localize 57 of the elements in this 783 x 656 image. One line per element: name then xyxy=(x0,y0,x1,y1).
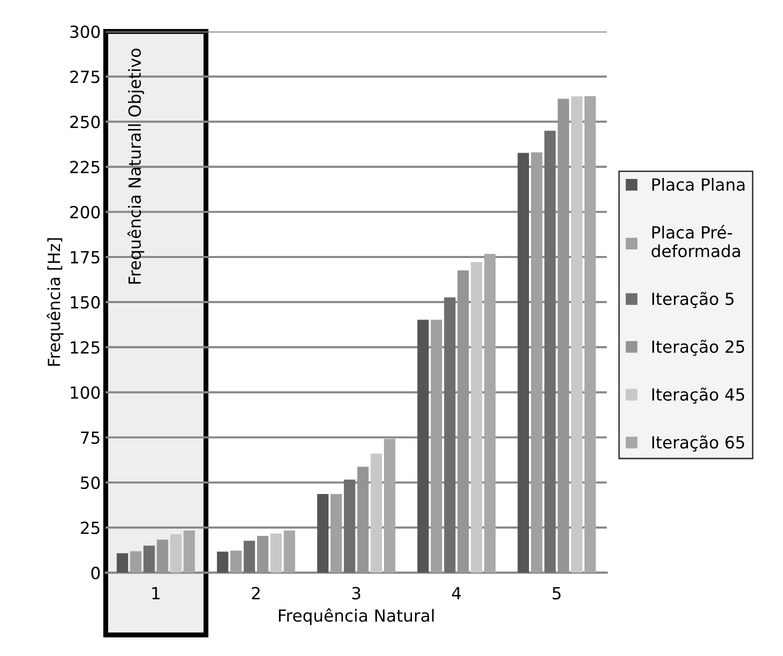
bar xyxy=(384,438,396,573)
legend-label: Placa Pré- deformada xyxy=(652,225,740,258)
y-tick-label: 50 xyxy=(80,476,100,490)
bar xyxy=(584,96,596,573)
y-axis-title: Frequência [Hz] xyxy=(46,238,64,366)
bar xyxy=(156,540,168,573)
bar xyxy=(430,320,442,573)
y-tick-label: 100 xyxy=(70,386,100,399)
y-tick-label: 250 xyxy=(70,116,100,128)
bar xyxy=(284,530,296,573)
y-tick-label: 225 xyxy=(70,160,100,174)
bar xyxy=(116,553,128,573)
legend-label: Iteração 5 xyxy=(652,292,734,308)
band-label: Frequência Naturall Objetivo xyxy=(127,48,144,284)
bar xyxy=(344,480,356,573)
legend-label: Iteração 25 xyxy=(652,340,744,356)
bar xyxy=(143,546,155,573)
bar xyxy=(357,466,369,573)
bar xyxy=(184,530,195,573)
x-tick-label: 1 xyxy=(152,587,160,600)
y-tick-label: 0 xyxy=(91,566,100,580)
y-tick-label: 300 xyxy=(70,25,100,38)
y-tick-label: 150 xyxy=(70,296,100,309)
x-tick-label: 4 xyxy=(452,587,461,600)
bar xyxy=(470,262,482,573)
bar xyxy=(530,152,542,573)
bar xyxy=(518,152,529,573)
y-tick-label: 175 xyxy=(70,251,100,264)
bar xyxy=(544,130,556,573)
bar xyxy=(484,254,496,573)
bar xyxy=(244,540,256,573)
bar xyxy=(457,270,469,573)
x-axis-title: Frequência Natural xyxy=(278,608,434,626)
bar xyxy=(571,96,582,573)
legend-label: Placa Plana xyxy=(652,178,744,191)
legend-label: Iteração 65 xyxy=(652,435,744,452)
bar xyxy=(444,297,456,573)
y-tick-label: 125 xyxy=(70,341,100,354)
x-tick-label: 2 xyxy=(252,586,260,600)
legend-label: Iteração 45 xyxy=(652,388,744,404)
x-tick-label: 5 xyxy=(552,587,561,600)
bar xyxy=(270,534,282,573)
y-tick-label: 25 xyxy=(80,522,100,534)
bar xyxy=(317,494,329,573)
bar xyxy=(417,320,429,573)
bar xyxy=(558,98,570,573)
bar xyxy=(170,534,182,573)
y-tick-label: 75 xyxy=(81,432,100,444)
bar xyxy=(130,551,142,573)
x-tick-label: 3 xyxy=(352,586,360,600)
y-tick-label: 200 xyxy=(70,206,100,218)
bar xyxy=(370,454,382,573)
bar xyxy=(330,494,342,573)
bar xyxy=(216,552,228,573)
bar xyxy=(230,550,242,573)
bar xyxy=(257,536,268,573)
y-tick-label: 275 xyxy=(70,70,100,84)
